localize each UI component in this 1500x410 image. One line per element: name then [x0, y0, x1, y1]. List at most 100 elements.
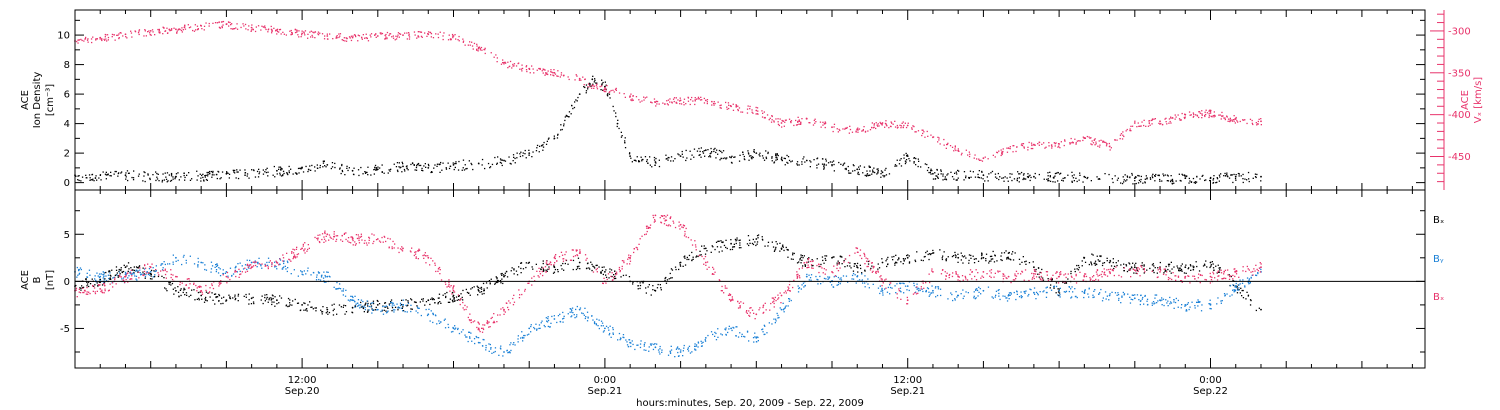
- bottom-series-2-point: [864, 263, 866, 265]
- bottom-series-2-point: [742, 302, 745, 304]
- bottom-series-2-point: [513, 294, 515, 296]
- top-series-1-point: [184, 24, 186, 26]
- top-series-0-point: [1120, 182, 1122, 184]
- top-series-1-point: [905, 126, 908, 129]
- top-series-0-point: [465, 168, 467, 170]
- bottom-series-1-point: [806, 273, 808, 276]
- top-series-1-point: [1229, 120, 1231, 122]
- top-series-0-point: [1254, 173, 1257, 175]
- bottom-series-0-point: [563, 269, 565, 271]
- bottom-series-0-point: [1041, 268, 1043, 271]
- top-series-1-point: [824, 122, 826, 124]
- top-series-1-point: [1023, 147, 1025, 149]
- top-series-1-point: [1213, 114, 1216, 116]
- top-series-1-point: [231, 23, 233, 25]
- bottom-series-1-point: [1169, 296, 1171, 299]
- top-series-1-point: [880, 122, 882, 125]
- bottom-series-1-point: [366, 300, 368, 302]
- top-series-1-point: [107, 36, 110, 39]
- bottom-series-2-point: [411, 247, 413, 249]
- bottom-series-1-vertex: [503, 351, 505, 353]
- bottom-series-1-point: [798, 287, 800, 290]
- bottom-series-1-point: [1059, 287, 1061, 289]
- top-series-0-point: [1152, 176, 1154, 179]
- bottom-series-2-point: [488, 326, 490, 328]
- top-series-1-point: [1204, 114, 1206, 117]
- bottom-series-1-point: [438, 320, 440, 322]
- top-series-1-point: [1098, 140, 1100, 142]
- bottom-series-1-point: [204, 268, 206, 271]
- top-series-0-point: [866, 170, 868, 172]
- bottom-series-1-point: [808, 274, 810, 276]
- top-series-1-point: [778, 124, 780, 127]
- bottom-series-0-point: [990, 258, 992, 260]
- bottom-series-2-point: [226, 282, 228, 284]
- bottom-series-2-point: [503, 310, 505, 312]
- bottom-series-1-point: [443, 319, 445, 321]
- bottom-series-1-point: [1057, 294, 1059, 296]
- top-series-0-point: [316, 164, 318, 166]
- bottom-series-1-point: [447, 323, 449, 326]
- top-series-1-point: [1153, 118, 1155, 120]
- top-series-0-point: [138, 173, 140, 175]
- bottom-series-0-point: [310, 306, 312, 308]
- top-series-0-point: [1223, 175, 1225, 177]
- top-series-1-point: [890, 121, 892, 123]
- bottom-series-1-point: [999, 298, 1001, 301]
- top-series-1-point: [1174, 118, 1176, 120]
- top-series-0-point: [1144, 178, 1146, 180]
- bottom-series-1-point: [1109, 293, 1111, 295]
- bottom-series-0-point: [213, 293, 216, 295]
- bottom-series-1-point: [619, 337, 622, 339]
- top-series-0-point: [415, 166, 418, 169]
- top-series-0-point: [646, 159, 648, 161]
- bottom-series-0-point: [1188, 267, 1190, 269]
- bottom-series-1-point: [586, 311, 589, 313]
- top-series-1-point: [276, 30, 279, 33]
- bottom-series-0-point: [1136, 269, 1138, 271]
- bottom-series-1-point: [468, 331, 470, 333]
- top-series-1-point: [418, 31, 420, 33]
- top-series-1-point: [1154, 118, 1156, 120]
- top-series-0-point: [775, 156, 777, 159]
- bottom-series-1-point: [591, 315, 593, 317]
- bottom-series-1-point: [390, 301, 392, 304]
- top-series-1-point: [181, 31, 183, 33]
- bottom-series-0-point: [447, 301, 450, 303]
- top-series-0-point: [752, 156, 754, 159]
- bottom-series-2-point: [1225, 277, 1227, 280]
- bottom-series-0-point: [367, 305, 369, 307]
- bottom-series-1-point: [246, 268, 248, 271]
- bottom-series-1-point: [339, 283, 341, 285]
- bottom-series-2-point: [359, 236, 362, 238]
- top-series-0-point: [203, 180, 205, 182]
- bottom-series-1-point: [430, 310, 432, 312]
- top-series-0-point: [206, 171, 208, 174]
- top-series-1-point: [205, 22, 207, 24]
- bottom-series-1-point: [124, 273, 126, 276]
- bottom-series-1-point: [682, 350, 684, 352]
- top-series-1-point: [1151, 123, 1153, 125]
- bottom-series-1-point: [161, 263, 164, 265]
- bottom-series-1-point: [659, 353, 661, 355]
- bottom-series-0-point: [1019, 263, 1021, 265]
- bottom-series-1-vertex: [452, 327, 455, 330]
- top-series-1-point: [545, 72, 547, 74]
- top-series-0-point: [428, 165, 430, 167]
- bottom-series-0-point: [898, 258, 900, 260]
- top-series-0-point: [296, 173, 298, 175]
- bottom-series-1-point: [595, 324, 598, 326]
- bottom-series-0-point: [218, 294, 221, 297]
- bottom-series-0-point: [449, 301, 451, 303]
- top-series-1-point: [1195, 114, 1197, 116]
- top-series-0-point: [204, 176, 206, 178]
- bottom-series-0-point: [1218, 271, 1221, 273]
- bottom-series-0-point: [85, 278, 87, 280]
- top-series-0-point: [344, 174, 346, 176]
- bottom-series-0-point: [109, 277, 111, 279]
- top-series-1-point: [937, 141, 939, 143]
- top-series-1-point: [1198, 111, 1200, 113]
- bottom-series-1-point: [103, 279, 105, 281]
- bottom-series-0-point: [774, 248, 777, 250]
